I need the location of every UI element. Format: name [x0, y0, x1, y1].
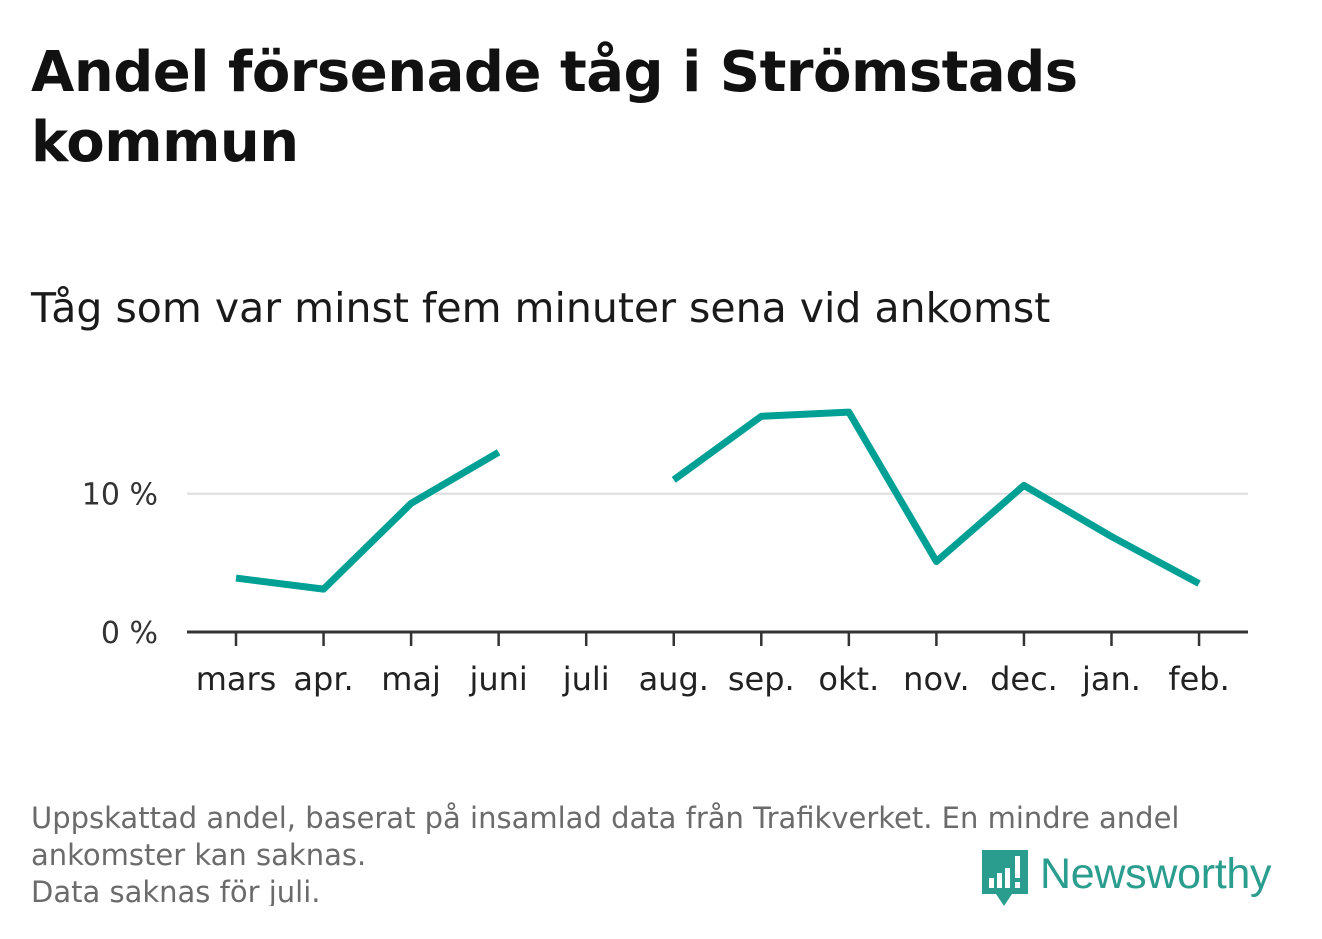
chart-subtitle: Tåg som var minst fem minuter sena vid a… — [31, 284, 1051, 332]
x-tick-label: sep. — [728, 660, 795, 698]
newsworthy-logo-text: Newsworthy — [1040, 850, 1272, 898]
footnote-source: Uppskattad andel, baserat på insamlad da… — [31, 801, 1180, 872]
y-tick-label: 10 % — [82, 478, 158, 513]
x-tick-label: juli — [562, 660, 610, 698]
y-tick-label: 0 % — [101, 616, 158, 651]
y-axis-ticks: 0 % 10 % — [82, 478, 158, 651]
series-line-segment — [671, 408, 1201, 587]
newsworthy-logo: Newsworthy — [980, 848, 1271, 910]
x-tick-label: feb. — [1168, 660, 1229, 698]
line-chart: 0 % 10 % mars apr. maj juni juli aug. sep. okt. n… — [82, 408, 1248, 698]
x-tick-label: maj — [381, 660, 441, 698]
newsworthy-logo-icon — [982, 850, 1028, 906]
footnote-missing-data: Data saknas för juli. — [31, 875, 321, 906]
x-tick-label: apr. — [293, 660, 353, 698]
x-tick-label: mars — [196, 660, 277, 698]
series-line-segment — [235, 449, 501, 593]
x-tick-label: nov. — [903, 660, 969, 698]
chart-title: Andel försenade tåg i Strömstads kommun — [31, 40, 1078, 175]
footnote: Uppskattad andel, baserat på insamlad da… — [31, 800, 1281, 906]
x-axis-ticks: mars apr. maj juni juli aug. sep. okt. nov. dec. j… — [196, 632, 1230, 698]
x-tick-label: aug. — [639, 660, 709, 698]
x-tick-label: dec. — [990, 660, 1058, 698]
data-series — [235, 408, 1201, 593]
x-tick-label: jan. — [1081, 660, 1141, 698]
x-tick-label: okt. — [818, 660, 879, 698]
x-tick-label: juni — [468, 660, 527, 698]
